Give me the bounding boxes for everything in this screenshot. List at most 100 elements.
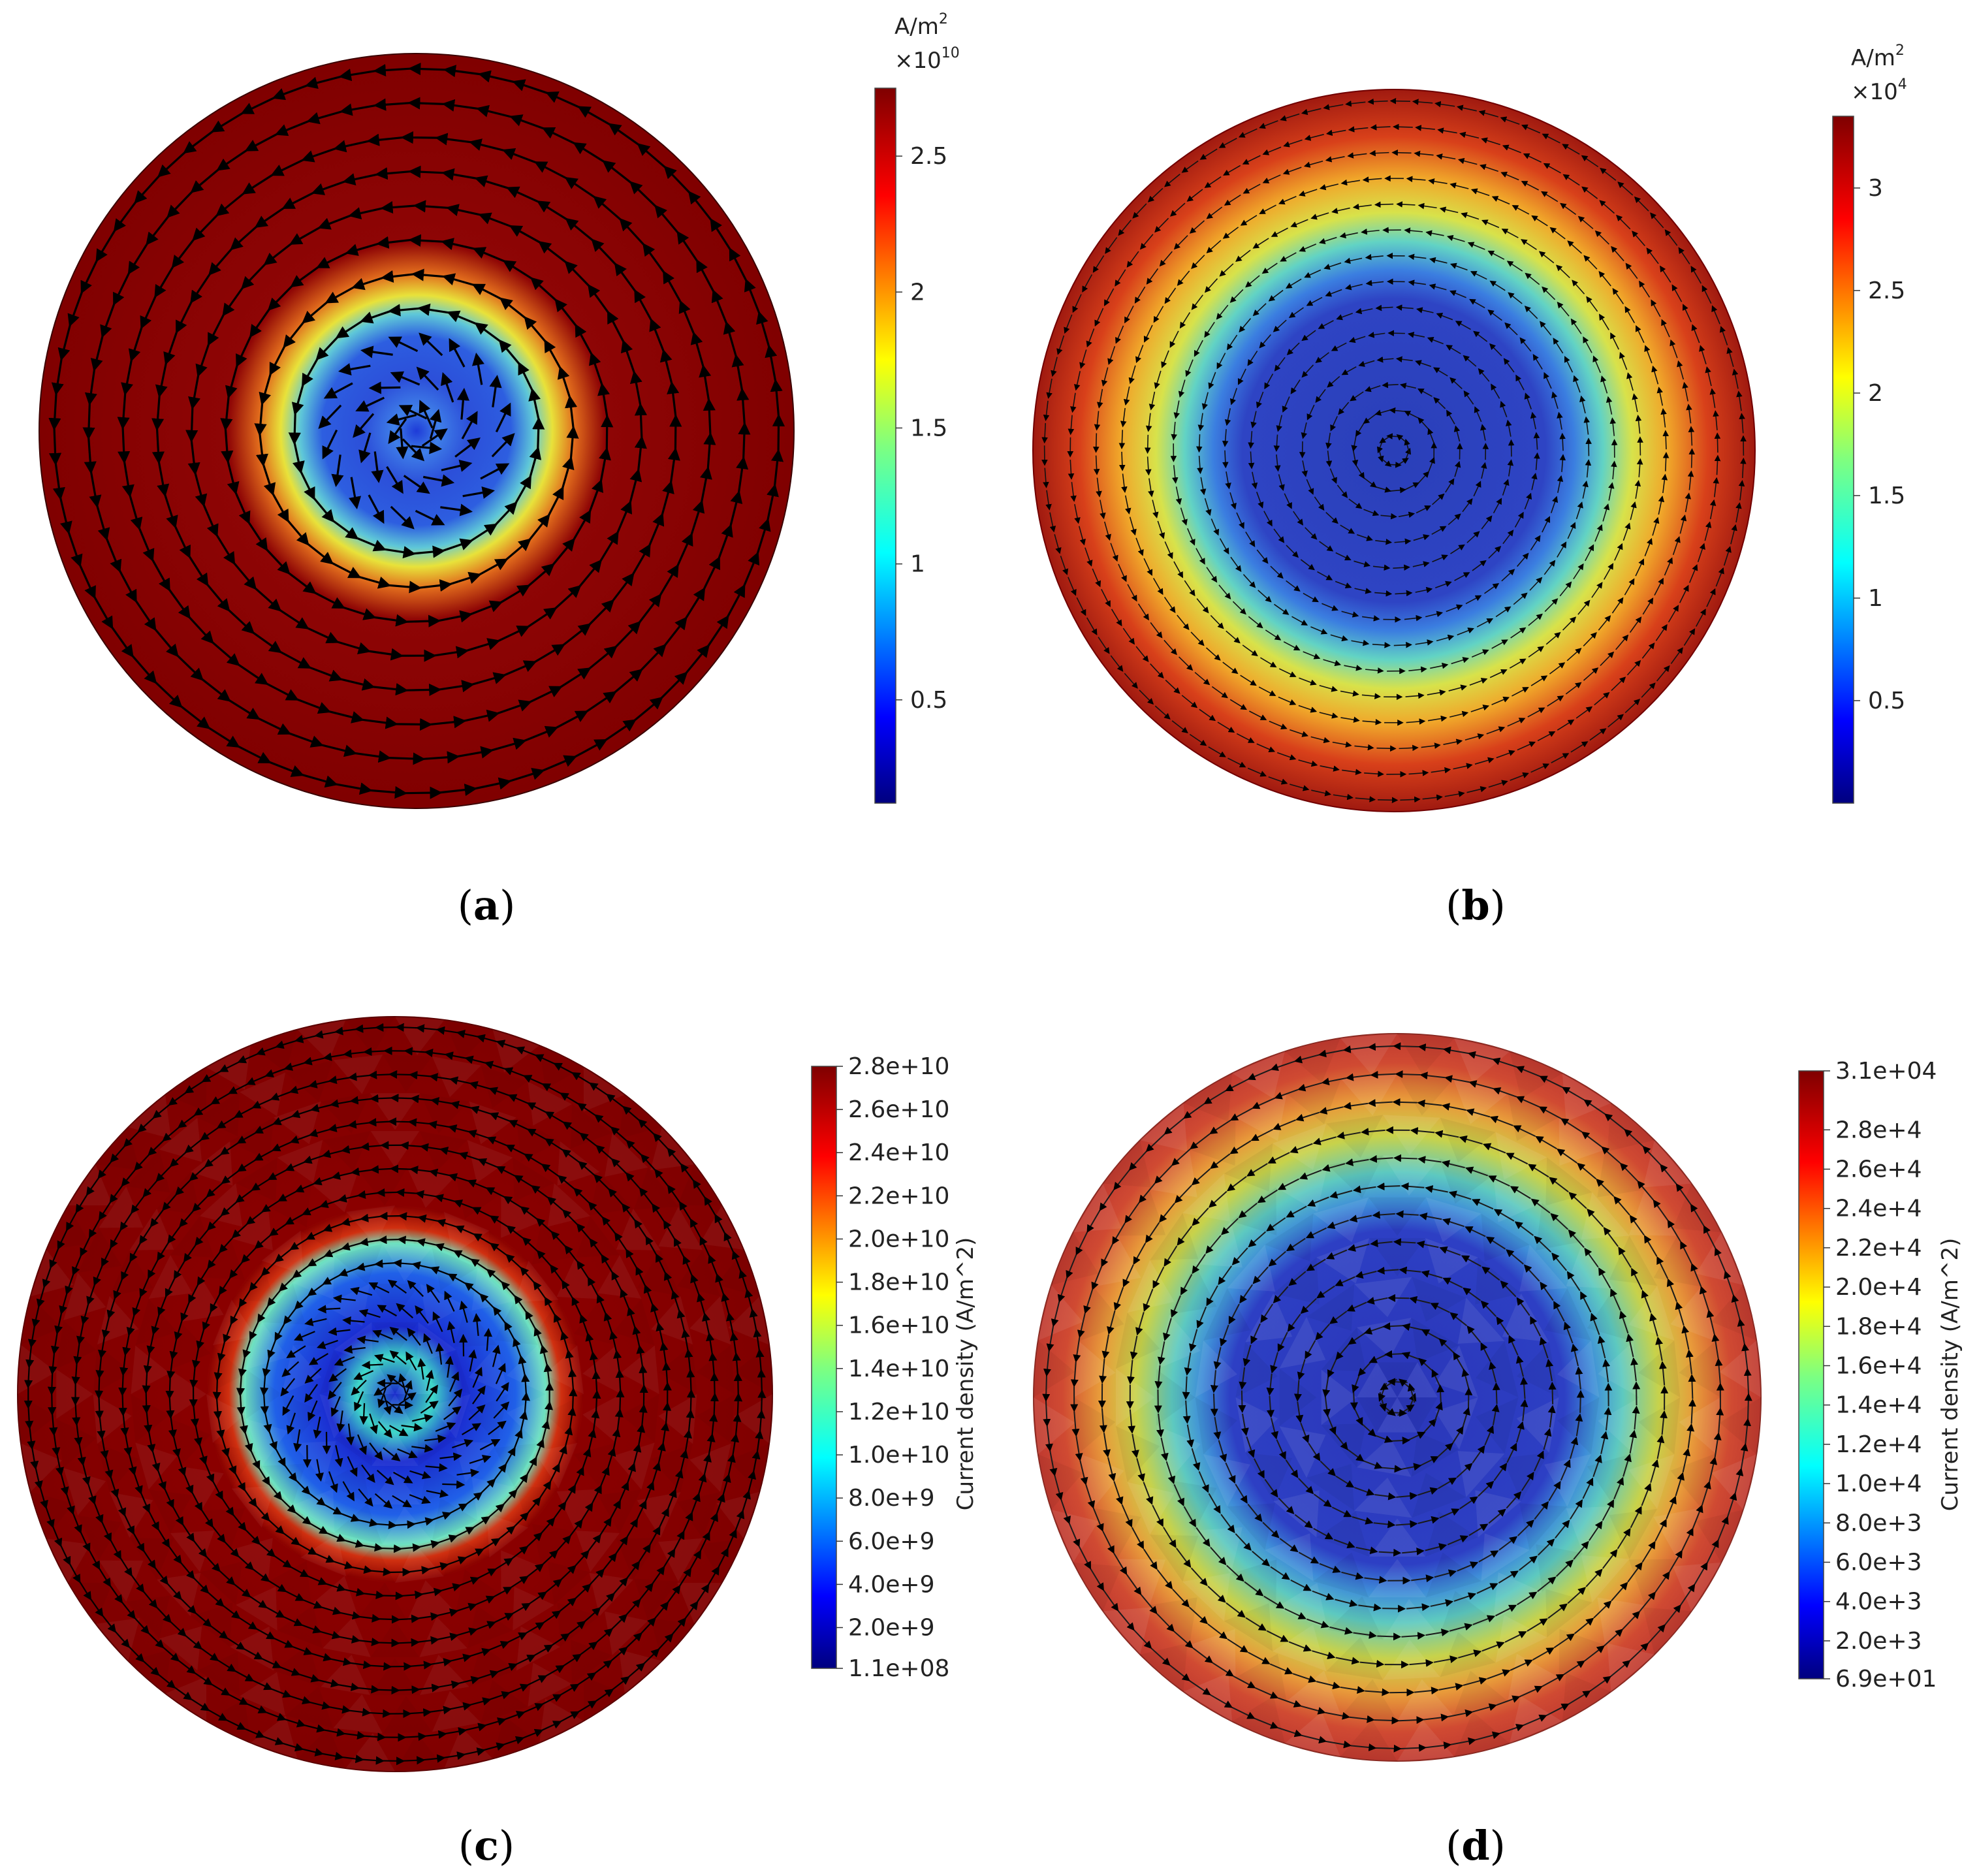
vector-arrow [462,709,500,723]
vector-arrow [766,483,779,523]
vector-arrow [166,189,195,218]
vector-arrow [469,138,506,152]
vector-arrow [471,353,484,385]
vector-arrow [1327,375,1340,388]
vector-arrow [408,62,448,76]
vector-arrow [1395,356,1413,363]
vector-arrow [390,371,420,386]
vector-arrow [205,582,230,612]
vector-arrow [706,614,729,649]
vector-arrow [366,133,405,146]
panel-c-colorbar-tick-label: 1.8e+10 [848,1269,949,1296]
vector-arrow [402,438,425,462]
vector-arrow [1380,513,1397,520]
vector-arrow [1432,493,1445,505]
panel-a-colorbar-tick-label: 2.5 [910,143,947,170]
vector-arrow [194,471,208,507]
vector-arrow [629,468,642,504]
vector-arrow [690,331,705,368]
vector-arrow [477,558,509,577]
vector-arrow [663,165,692,195]
vector-arrow [1276,415,1282,432]
vector-arrow [729,247,748,283]
panel-b-colorbar-bar [1832,116,1854,804]
vector-arrow [387,752,426,765]
vector-arrow [408,165,445,178]
vector-arrow [333,139,371,153]
vector-arrow [335,319,364,339]
vector-arrow [1315,389,1326,404]
panel-c-colorbar-tick-label: 1.4e+10 [848,1356,949,1382]
vector-arrow [416,366,439,391]
vector-arrow [1325,512,1338,524]
vector-arrow [251,631,282,654]
vector-arrow [153,680,183,708]
vector-arrow [639,644,667,673]
vector-arrow [240,95,277,114]
vector-arrow [327,710,364,723]
vector-arrow [448,571,482,586]
vector-arrow [128,494,143,531]
vector-arrow [403,475,430,494]
vector-arrow [669,414,682,452]
vector-arrow [405,614,441,628]
vector-arrow [504,538,531,562]
panel-c-caption: (c) [458,1822,515,1869]
vector-arrow [1413,534,1430,541]
vector-arrow [456,387,469,420]
vector-arrow [291,383,305,416]
vector-arrow [599,447,611,483]
vector-arrow [489,375,502,407]
vector-arrow [441,538,473,552]
vector-arrow [221,428,234,464]
vector-arrow [1387,1294,1410,1302]
vector-arrow [642,242,666,274]
vector-arrow [121,358,133,396]
vector-arrow [501,148,538,165]
vector-arrow [200,676,231,702]
vector-arrow [325,285,356,304]
vector-arrow [1473,481,1481,497]
vector-arrow [1446,409,1455,424]
vector-arrow [308,665,343,682]
vector-arrow [287,731,324,748]
vector-arrow [1374,201,1394,208]
vector-arrow [736,387,750,427]
vector-arrow [1404,438,1410,454]
vector-arrow [528,446,542,479]
vector-arrow [78,562,96,599]
vector-arrow [368,381,401,394]
vector-arrow [1274,454,1281,472]
vector-arrow [648,513,665,548]
vector-arrow [208,313,225,346]
vector-arrow [51,356,64,396]
vector-arrow [528,686,563,704]
panel-d-colorbar-ticks: 6.9e+01 2.0e+3 4.0e+3 6.0e+3 8.0e+3 1.0e+4 1.2… [1824,1058,1937,1693]
vector-arrow [1474,406,1482,422]
vector-arrow [575,323,593,356]
vector-arrow [474,322,502,343]
vector-arrow [195,342,210,377]
vector-arrow [340,103,378,116]
panel-d-colorbar-tick-label: 3.1e+04 [1835,1058,1937,1085]
vector-arrow [1357,534,1373,541]
vector-arrow [742,551,760,589]
vector-arrow [1576,1390,1585,1413]
vector-arrow [710,218,733,252]
vector-arrow [561,623,592,647]
panel-c-colorbar-tick-label: 1.1e+08 [848,1655,949,1682]
vector-arrow [566,425,579,460]
vector-arrow [368,648,404,661]
vector-arrow [92,594,114,629]
vector-arrow [411,441,443,454]
vector-arrow [619,217,646,247]
panel-a-disc [39,53,795,809]
vector-arrow [608,123,641,147]
vector-arrow [602,160,633,185]
vector-arrow [419,332,443,357]
vector-arrow [151,427,165,465]
vector-arrow [593,195,623,221]
vector-arrow [1374,409,1391,416]
vector-arrow [536,200,569,221]
vector-arrow [470,672,507,686]
